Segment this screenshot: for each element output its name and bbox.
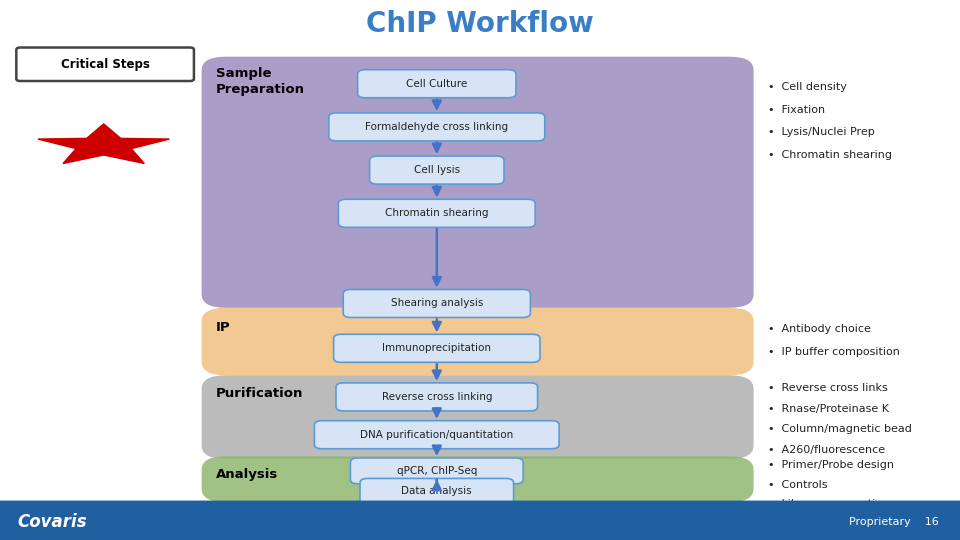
Text: ChIP Workflow: ChIP Workflow (366, 10, 594, 38)
Text: •  A260/fluorescence: • A260/fluorescence (768, 445, 885, 455)
Text: •  Library preparation: • Library preparation (768, 499, 889, 509)
FancyBboxPatch shape (16, 48, 194, 81)
Text: Reverse cross linking: Reverse cross linking (381, 392, 492, 402)
FancyBboxPatch shape (370, 156, 504, 184)
FancyBboxPatch shape (334, 334, 540, 362)
FancyBboxPatch shape (360, 478, 514, 504)
FancyBboxPatch shape (202, 375, 754, 459)
Text: •  Rnase/Proteinase K: • Rnase/Proteinase K (768, 404, 889, 414)
FancyBboxPatch shape (0, 501, 960, 540)
FancyBboxPatch shape (328, 113, 544, 141)
Polygon shape (38, 124, 169, 164)
Text: Analysis: Analysis (216, 468, 278, 481)
Text: •  IP buffer composition: • IP buffer composition (768, 347, 900, 357)
Text: qPCR, ChIP-Seq: qPCR, ChIP-Seq (396, 466, 477, 476)
FancyBboxPatch shape (339, 199, 536, 227)
Text: IP: IP (216, 321, 230, 334)
FancyBboxPatch shape (357, 70, 516, 98)
Text: Cell Culture: Cell Culture (406, 79, 468, 89)
Text: •  Antibody choice: • Antibody choice (768, 324, 871, 334)
Text: •  Cell density: • Cell density (768, 82, 847, 92)
FancyBboxPatch shape (350, 458, 523, 484)
FancyBboxPatch shape (336, 383, 538, 411)
Text: Covaris: Covaris (17, 512, 87, 531)
Text: •  Lysis/Nuclei Prep: • Lysis/Nuclei Prep (768, 127, 875, 138)
Text: Critical Steps: Critical Steps (61, 58, 150, 71)
Text: DNA purification/quantitation: DNA purification/quantitation (360, 430, 514, 440)
Text: •  Controls: • Controls (768, 480, 828, 490)
Text: •  Reverse cross links: • Reverse cross links (768, 383, 888, 394)
Text: •  Primer/Probe design: • Primer/Probe design (768, 460, 894, 470)
FancyBboxPatch shape (202, 456, 754, 502)
Text: •  Fixation: • Fixation (768, 105, 826, 115)
FancyBboxPatch shape (315, 421, 559, 449)
Text: •  Chromatin shearing: • Chromatin shearing (768, 150, 892, 160)
Text: Data analysis: Data analysis (401, 487, 472, 496)
Text: Purification: Purification (216, 387, 303, 400)
Text: Shearing analysis: Shearing analysis (391, 299, 483, 308)
Text: Sample
Preparation: Sample Preparation (216, 68, 305, 96)
Text: Immunoprecipitation: Immunoprecipitation (382, 343, 492, 353)
Text: Chromatin shearing: Chromatin shearing (385, 208, 489, 218)
Text: Proprietary    16: Proprietary 16 (850, 517, 939, 526)
FancyBboxPatch shape (202, 308, 754, 375)
Text: Formaldehyde cross linking: Formaldehyde cross linking (365, 122, 509, 132)
Text: •  Column/magnetic bead: • Column/magnetic bead (768, 424, 912, 435)
Text: •  Analysis package: • Analysis package (768, 518, 878, 529)
FancyBboxPatch shape (202, 57, 754, 308)
FancyBboxPatch shape (344, 289, 530, 318)
Text: Cell lysis: Cell lysis (414, 165, 460, 175)
